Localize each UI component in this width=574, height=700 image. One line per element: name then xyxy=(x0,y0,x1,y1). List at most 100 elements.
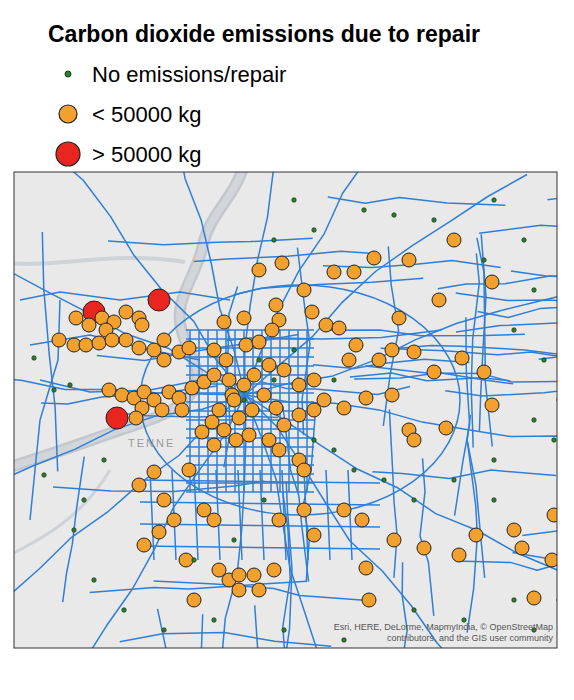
road xyxy=(467,415,485,578)
road xyxy=(108,238,313,245)
road xyxy=(283,406,309,581)
point xyxy=(247,368,261,382)
road xyxy=(445,387,557,396)
point xyxy=(307,528,321,542)
point xyxy=(162,628,166,632)
series-0 xyxy=(32,198,557,642)
point xyxy=(382,478,386,482)
point xyxy=(275,256,289,270)
point xyxy=(232,411,246,425)
point xyxy=(269,401,283,415)
point xyxy=(312,438,316,442)
road xyxy=(478,300,558,318)
road xyxy=(420,458,434,616)
river xyxy=(14,258,185,264)
point xyxy=(332,448,336,452)
point xyxy=(252,583,266,597)
road xyxy=(477,238,492,447)
point xyxy=(207,368,221,382)
legend-label: < 50000 kg xyxy=(92,102,201,127)
attribution: contributors, and the GIS user community xyxy=(387,633,554,643)
point xyxy=(387,533,401,547)
point xyxy=(155,403,169,417)
point xyxy=(452,548,466,562)
road xyxy=(326,470,330,560)
point xyxy=(52,388,56,392)
point xyxy=(332,321,346,335)
point xyxy=(527,591,541,605)
point xyxy=(469,528,483,542)
points xyxy=(32,198,557,642)
point xyxy=(257,388,271,402)
point xyxy=(232,568,246,582)
point xyxy=(282,628,286,632)
point xyxy=(42,473,46,477)
point xyxy=(92,578,96,582)
point xyxy=(332,378,336,382)
point xyxy=(427,365,441,379)
point xyxy=(192,558,196,562)
point xyxy=(212,618,216,622)
point xyxy=(222,373,236,387)
point xyxy=(157,493,171,507)
point xyxy=(252,263,266,277)
point xyxy=(82,498,86,502)
point xyxy=(137,538,151,552)
point xyxy=(69,311,83,325)
point xyxy=(362,208,366,212)
point xyxy=(68,383,72,387)
point xyxy=(217,315,231,329)
point xyxy=(352,468,356,472)
road xyxy=(328,197,506,205)
road xyxy=(283,483,292,648)
road xyxy=(154,581,365,600)
road xyxy=(245,290,557,395)
point xyxy=(132,478,146,492)
point xyxy=(32,356,36,360)
point xyxy=(392,311,406,325)
point xyxy=(482,258,486,262)
point xyxy=(227,393,241,407)
point xyxy=(292,408,306,422)
road xyxy=(233,278,423,295)
series-1 xyxy=(52,233,557,607)
basemap xyxy=(14,172,557,648)
road xyxy=(14,395,245,515)
point xyxy=(412,498,416,502)
point xyxy=(307,373,321,387)
road xyxy=(186,446,314,448)
point xyxy=(407,433,421,447)
road xyxy=(22,172,245,395)
point xyxy=(327,265,341,279)
point xyxy=(135,318,149,332)
point xyxy=(72,528,76,532)
point xyxy=(492,458,496,462)
road xyxy=(366,366,557,382)
point xyxy=(547,508,557,522)
point xyxy=(342,353,356,367)
point xyxy=(179,553,193,567)
road xyxy=(186,329,314,331)
road xyxy=(14,228,245,395)
point xyxy=(219,353,233,367)
point xyxy=(312,228,316,232)
point xyxy=(319,318,333,332)
road xyxy=(479,214,557,233)
point xyxy=(119,305,133,319)
point xyxy=(105,333,119,347)
point xyxy=(262,498,266,502)
road xyxy=(30,300,60,520)
point xyxy=(432,218,436,222)
point xyxy=(122,608,126,612)
point xyxy=(359,391,373,405)
road xyxy=(53,481,264,491)
road xyxy=(158,609,166,648)
road xyxy=(245,395,557,570)
point xyxy=(532,418,536,422)
point xyxy=(129,411,143,425)
road xyxy=(471,253,479,447)
road xyxy=(195,614,203,648)
point xyxy=(92,336,106,350)
point xyxy=(455,351,469,365)
point xyxy=(522,238,526,242)
